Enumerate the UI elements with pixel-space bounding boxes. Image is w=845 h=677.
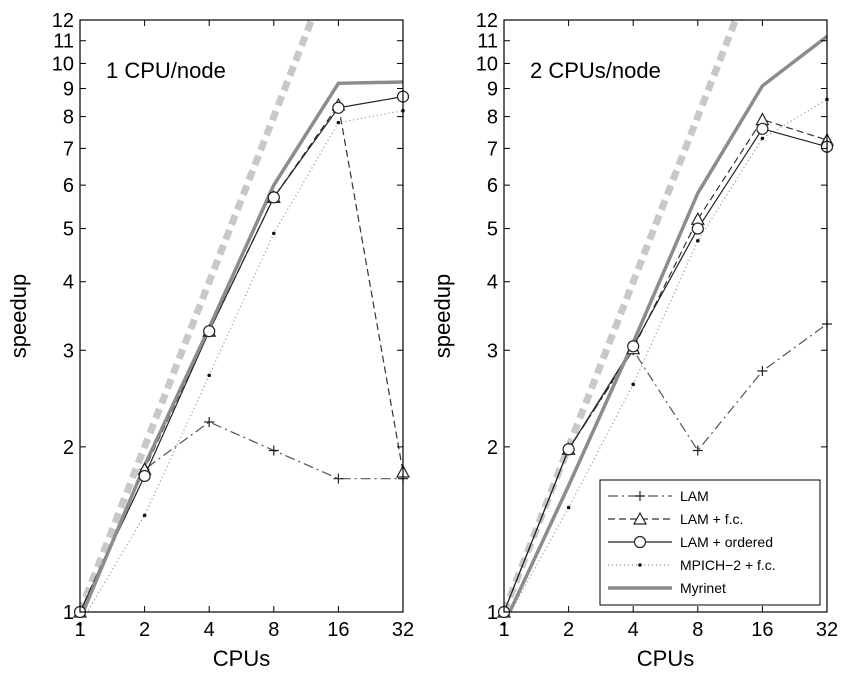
series-point-lam-ordered — [267, 191, 280, 204]
series-point-mpich-2-f-c — [336, 120, 341, 125]
y-tick-label: 6 — [487, 175, 498, 197]
x-tick-label: 32 — [816, 619, 838, 641]
series-point-lam-ordered — [332, 101, 345, 114]
legend-marker-lam-f-c — [632, 511, 648, 525]
y-tick-label: 1 — [487, 602, 498, 624]
y-tick-label: 1 — [63, 602, 74, 624]
series-point-mpich-2-f-c — [78, 622, 82, 627]
y-tick-label: 12 — [476, 10, 498, 32]
series-point-mpich-2-f-c — [566, 505, 571, 510]
y-tick-label: 2 — [487, 437, 498, 459]
series-point-mpich-2-f-c — [142, 513, 147, 518]
series-line-myrinet — [81, 80, 403, 612]
ideal-speedup-line — [80, 20, 316, 612]
series-point-lam — [333, 473, 344, 484]
series-point-mpich-2-f-c — [760, 136, 765, 141]
panel-title: 2 CPUs/node — [530, 58, 661, 83]
y-tick-label: 6 — [63, 175, 74, 197]
series-point-lam-ordered — [562, 443, 575, 456]
series-point-lam-ordered — [138, 469, 151, 483]
series-point-lam — [692, 445, 703, 456]
series-line-lam-ordered — [80, 96, 403, 612]
series-line-myrinet — [507, 35, 827, 612]
y-tick-label: 11 — [53, 31, 74, 53]
series-point-lam — [204, 417, 215, 428]
x-tick-label: 2 — [139, 619, 150, 641]
x-tick-label: 32 — [392, 619, 414, 641]
y-tick-label: 4 — [487, 272, 498, 294]
y-tick-label: 10 — [52, 53, 74, 75]
series-line-lam — [80, 421, 403, 612]
series-line-lam-f-c — [80, 103, 403, 612]
plot-area — [80, 20, 403, 612]
y-axis-title: speedup — [430, 274, 455, 358]
series-line-lam-ordered — [504, 128, 827, 612]
y-tick-label: 7 — [63, 138, 74, 160]
legend-label-lam-ordered: LAM + ordered — [680, 534, 773, 550]
x-tick-label: 2 — [563, 619, 574, 641]
series-point-mpich-2-f-c — [696, 238, 700, 243]
axes-frame — [503, 19, 828, 613]
x-tick-label: 1 — [498, 619, 509, 641]
y-tick-label: 2 — [63, 437, 74, 459]
x-tick-label: 4 — [628, 619, 639, 641]
plot-area — [504, 20, 827, 612]
x-tick-label: 8 — [268, 619, 279, 641]
y-tick-label: 9 — [487, 79, 498, 101]
panel-title: 1 CPU/node — [106, 58, 226, 83]
legend-label-mpich-2-f-c: MPICH−2 + f.c. — [680, 557, 776, 573]
axes-frame — [79, 19, 404, 613]
y-tick-label: 9 — [63, 79, 74, 101]
y-tick-label: 10 — [476, 53, 498, 75]
series-point-lam — [268, 445, 279, 456]
series-point-mpich-2-f-c — [207, 373, 211, 378]
y-tick-label: 5 — [487, 219, 498, 241]
legend-label-lam-f-c: LAM + f.c. — [680, 511, 743, 527]
legend: LAM LAM + f.c. LAM + ordered MPICH−2 + f.c.… — [599, 479, 821, 606]
series-point-lam-ordered — [756, 122, 769, 135]
series-point-mpich-2-f-c — [502, 622, 506, 627]
x-axis-title: CPUs — [213, 646, 270, 671]
y-tick-label: 4 — [63, 272, 74, 294]
x-tick-label: 4 — [204, 619, 215, 641]
series-point-lam-ordered — [627, 340, 640, 353]
series-point-lam — [757, 365, 768, 376]
legend-marker-lam-ordered — [633, 535, 647, 549]
legend-label-myrinet: Myrinet — [680, 580, 726, 596]
legend-marker-lam — [635, 491, 645, 501]
y-tick-label: 8 — [487, 107, 498, 129]
series-point-mpich-2-f-c — [631, 382, 635, 387]
y-tick-label: 7 — [487, 138, 498, 160]
series-point-lam-ordered — [691, 222, 704, 235]
series-line-mpich-2-f-c — [86, 110, 403, 612]
y-axis-title: speedup — [6, 274, 31, 358]
x-tick-label: 8 — [692, 619, 703, 641]
y-tick-label: 11 — [477, 31, 498, 53]
y-tick-label: 8 — [63, 107, 74, 129]
x-tick-label: 16 — [327, 619, 349, 641]
series-point-mpich-2-f-c — [272, 231, 276, 236]
x-tick-label: 16 — [751, 619, 773, 641]
y-tick-label: 12 — [52, 10, 74, 32]
series-point-lam-ordered — [203, 325, 216, 338]
legend-label-lam: LAM — [680, 488, 709, 504]
x-axis-title: CPUs — [637, 646, 694, 671]
y-tick-label: 5 — [63, 219, 74, 241]
y-tick-label: 3 — [487, 340, 498, 362]
x-tick-label: 1 — [74, 619, 85, 641]
y-tick-label: 3 — [63, 340, 74, 362]
legend-marker-mpich-2-f-c — [638, 563, 642, 567]
